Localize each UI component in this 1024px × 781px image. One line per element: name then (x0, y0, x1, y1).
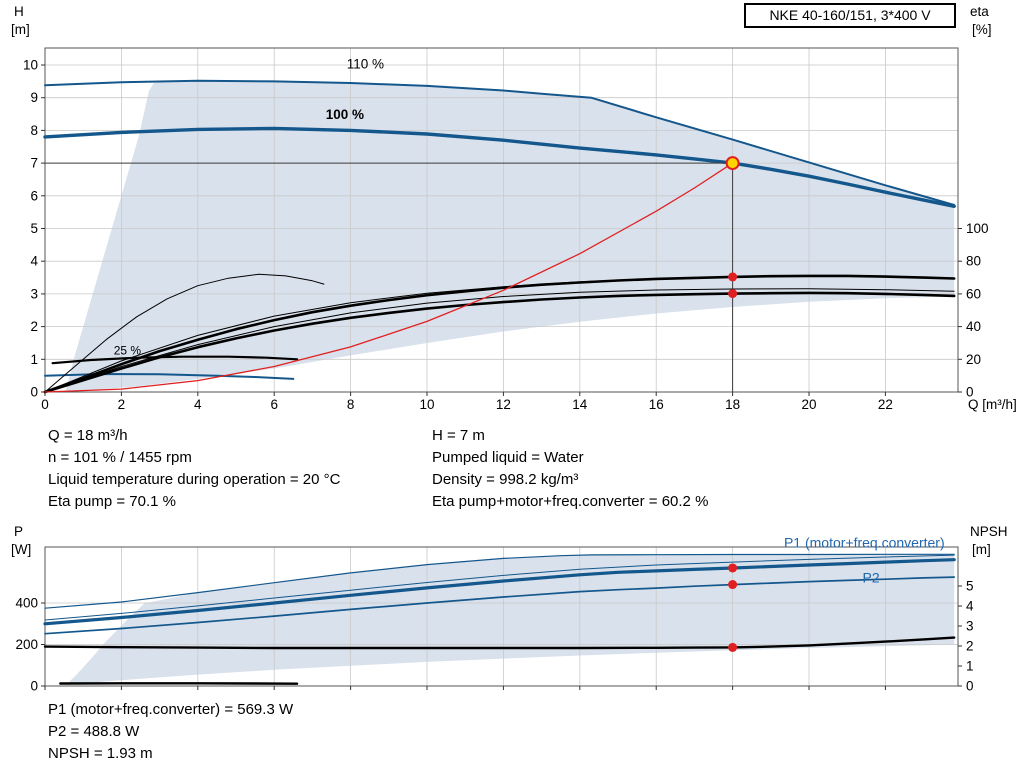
duty-info-left: Q = 18 m³/h n = 101 % / 1455 rpm Liquid … (48, 425, 340, 513)
p1-110-envelope (44, 553, 955, 609)
x-tick-label: 14 (572, 397, 588, 412)
info-temperature: Liquid temperature during operation = 20… (48, 471, 341, 488)
y-right-tick-label: 60 (966, 286, 981, 301)
y-right-tick-label: 100 (966, 221, 989, 236)
eta-pump-curve (43, 274, 956, 394)
info-p2: P2 = 488.8 W (48, 723, 140, 740)
x-tick-label: 0 (41, 397, 49, 412)
x-tick-label: 2 (118, 397, 126, 412)
y-right-axis-title: eta (970, 4, 989, 19)
y-right-tick-label: 4 (966, 599, 974, 614)
curve-110-percent (44, 79, 956, 206)
duty-point-marker[interactable] (725, 156, 740, 171)
curve-annotation: 110 % (347, 56, 384, 71)
y-left-tick-label: 6 (30, 188, 38, 203)
y-left-tick-label: 0 (30, 385, 38, 400)
y-right-axis-title: NPSH (970, 524, 1008, 539)
info-eta-total: Eta pump+motor+freq.converter = 60.2 % (432, 493, 709, 510)
y-left-axis-title: P (14, 524, 23, 539)
y-left-tick-label: 5 (30, 221, 38, 236)
p2-curve (44, 576, 956, 635)
curve-annotation: 100 % (326, 107, 364, 122)
pump-model-label: NKE 40-160/151, 3*400 V (769, 7, 931, 23)
y-left-tick-label: 10 (23, 58, 38, 73)
curve-annotation: P2 (862, 570, 879, 586)
y-left-tick-label: 1 (30, 352, 38, 367)
x-tick-label: 8 (347, 397, 355, 412)
y-left-tick-label: 8 (30, 123, 38, 138)
y-left-tick-label: 2 (30, 319, 38, 334)
y-right-tick-label: 20 (966, 352, 981, 367)
y-left-axis-unit: [W] (11, 542, 31, 557)
info-liquid: Pumped liquid = Water (432, 449, 584, 466)
y-left-tick-label: 9 (30, 90, 38, 105)
y-right-axis-unit: [m] (972, 542, 991, 557)
curve-100-percent (43, 126, 956, 208)
info-eta-pump: Eta pump = 70.1 % (48, 493, 176, 510)
info-speed: n = 101 % / 1455 rpm (48, 449, 192, 466)
y-left-tick-label: 4 (30, 254, 38, 269)
y-left-tick-label: 200 (15, 637, 38, 652)
y-right-tick-label: 0 (966, 679, 974, 694)
info-h: H = 7 m (432, 427, 485, 444)
duty-value-dot (728, 642, 738, 652)
power-region (66, 554, 955, 685)
y-right-tick-label: 2 (966, 639, 974, 654)
y-right-tick-label: 5 (966, 579, 974, 594)
npsh-curve (43, 636, 956, 650)
y-right-tick-label: 40 (966, 319, 981, 334)
y-left-tick-label: 0 (30, 679, 38, 694)
x-tick-label: 16 (649, 397, 664, 412)
pump-model-box: NKE 40-160/151, 3*400 V (744, 3, 956, 28)
x-tick-label: 10 (419, 397, 434, 412)
info-p1: P1 (motor+freq.converter) = 569.3 W (48, 701, 294, 718)
duty-value-dot (728, 272, 738, 282)
qh-curve-chart: 0 2 4 6 8 10 12 14 16 18 20 22012345678910020406080… (11, 4, 1017, 412)
x-tick-label: 6 (270, 397, 278, 412)
curve-annotation: P1 (motor+freq.converter) (784, 534, 945, 550)
y-left-axis-title: H (14, 4, 24, 19)
y-left-tick-label: 3 (30, 286, 38, 301)
info-npsh: NPSH = 1.93 m (48, 745, 153, 762)
plot-frame (44, 47, 959, 393)
x-tick-label: 20 (802, 397, 817, 412)
duty-value-dot (728, 563, 738, 573)
duty-value-dot (728, 289, 738, 299)
y-right-axis-unit: [%] (972, 22, 992, 37)
duty-value-dot (728, 580, 738, 590)
control-curve-red (44, 162, 734, 393)
y-right-tick-label: 3 (966, 619, 974, 634)
y-left-axis-unit: [m] (11, 22, 30, 37)
eta-small-arc (44, 273, 325, 393)
p1-curve (43, 558, 956, 626)
info-density: Density = 998.2 kg/m³ (432, 471, 579, 488)
y-left-tick-label: 7 (30, 156, 38, 171)
y-right-tick-label: 1 (966, 659, 974, 674)
power-npsh-chart: 0 200 400 0 1 2 3 4 5 P1 (motor+freq.converter) P2… (11, 524, 1008, 694)
x-tick-label: 4 (194, 397, 202, 412)
y-right-tick-label: 80 (966, 254, 981, 269)
p1-aux-curve (44, 554, 955, 621)
plot-frame (44, 546, 959, 687)
x-axis-title: Q [m³/h] (968, 397, 1017, 412)
eta-total-curve (43, 291, 956, 394)
eta-aux-curve-2 (44, 288, 955, 393)
curve-annotation: 25 % (114, 343, 142, 357)
info-q: Q = 18 m³/h (48, 427, 128, 444)
eta-25-percent-curve (51, 355, 299, 365)
y-right-tick-label: 0 (966, 385, 974, 400)
eta-aux-curve-1 (44, 276, 734, 393)
x-tick-label: 22 (878, 397, 893, 412)
power-info-block: P1 (motor+freq.converter) = 569.3 W P2 =… (48, 699, 293, 765)
x-tick-label: 12 (496, 397, 511, 412)
x-tick-label: 18 (725, 397, 740, 412)
duty-info-right: H = 7 m Pumped liquid = Water Density = … (432, 425, 708, 513)
y-left-tick-label: 400 (15, 596, 38, 611)
